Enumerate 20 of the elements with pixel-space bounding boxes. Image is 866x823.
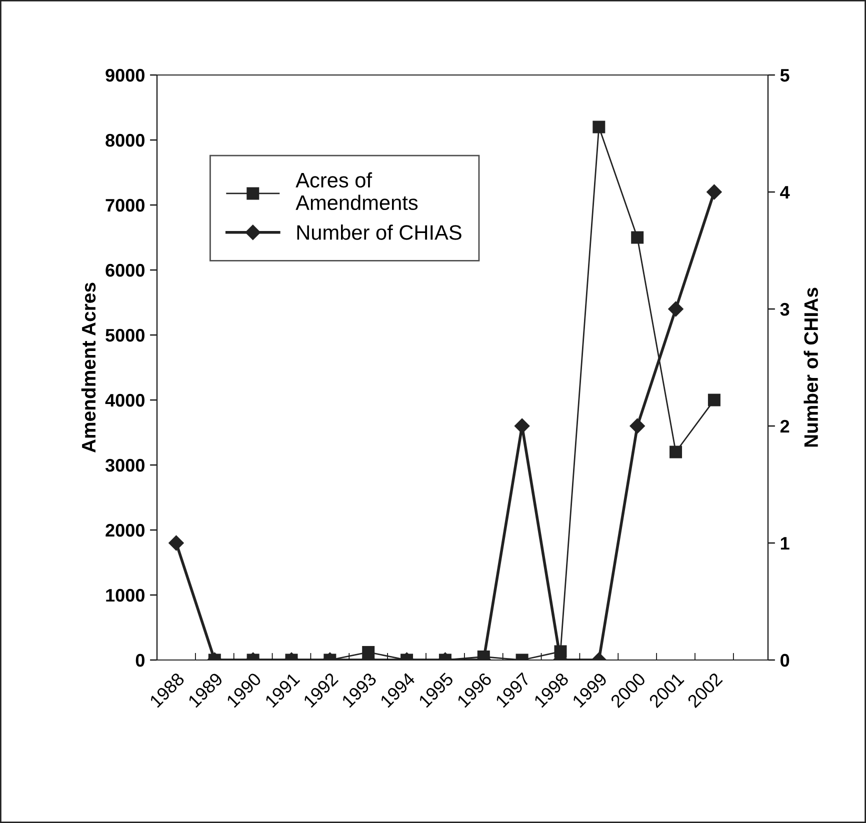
y-tick-label: 5000	[106, 328, 144, 342]
y2-tick-label: 4	[780, 186, 790, 199]
legend-label: Number of CHIAS	[297, 224, 462, 240]
y-tick-label: 1000	[106, 588, 144, 602]
y-tick-label: 8000	[106, 134, 144, 147]
y-tick-label: 4000	[105, 394, 144, 407]
legend-label: Acres of Amendments	[296, 172, 418, 210]
y-tick-label: 7000	[106, 198, 144, 212]
y2-tick-label: 2	[780, 420, 790, 433]
y-tick-label: 9000	[106, 68, 144, 82]
y-tick-label: 2000	[106, 524, 144, 537]
y2-tick-label: 1	[780, 537, 790, 550]
y2-tick-label: 5	[780, 69, 790, 82]
y-tick-label: 0	[136, 654, 144, 667]
y-tick-label: 6000	[106, 264, 144, 277]
y2-tick-label: 0	[780, 654, 790, 667]
y2-axis-title: Number of CHIAs	[804, 288, 818, 447]
y2-tick-label: 3	[780, 302, 790, 316]
y-tick-label: 3000	[105, 458, 144, 472]
y-axis-title: Amendment Acres	[81, 282, 96, 453]
